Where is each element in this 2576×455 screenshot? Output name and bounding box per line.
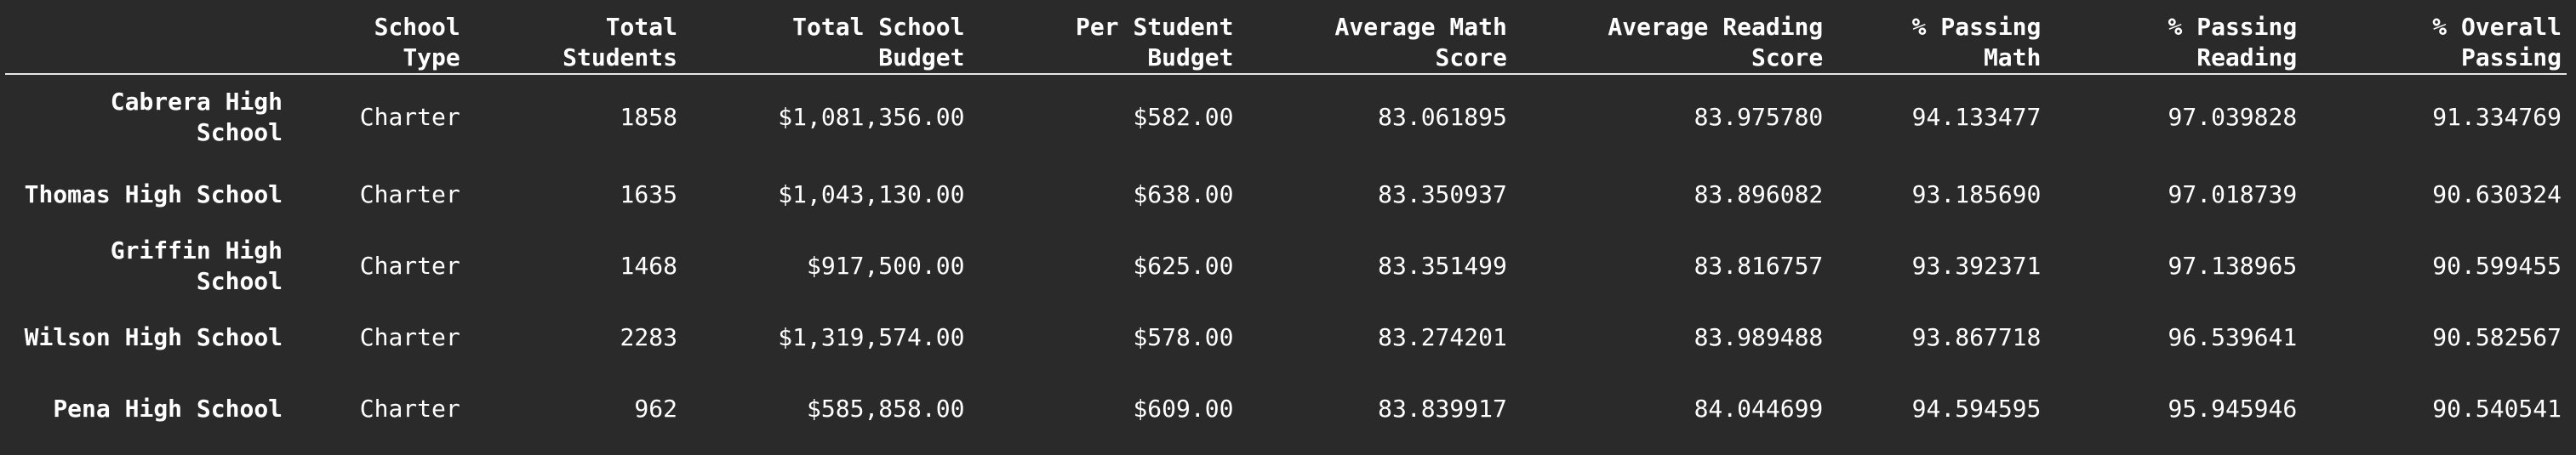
table-cell: 2283: [620, 323, 677, 351]
table-cell: Charter: [359, 323, 460, 351]
table-cell: 84.044699: [1694, 395, 1824, 423]
table-cell: Charter: [359, 395, 460, 423]
table-cell: 1635: [620, 180, 677, 208]
school-name-line: Thomas High School: [24, 180, 283, 208]
school-summary-table: School Type Total Students Total School Budge…: [5, 12, 2567, 445]
table-cell: 90.540541: [2432, 395, 2562, 423]
table-cell: 83.975780: [1694, 102, 1824, 131]
column-header: % Passing Reading: [2046, 12, 2302, 74]
table-cell: 83.351499: [1378, 252, 1507, 280]
table-cell: 83.816757: [1694, 252, 1824, 280]
table-cell: 97.018739: [2168, 180, 2298, 208]
table-cell: 83.896082: [1694, 180, 1824, 208]
table-body: Cabrera High School Charter 1858 $1,081,356.…: [5, 74, 2567, 445]
column-header-line: Score: [1751, 43, 1824, 71]
table-row: Wilson High School Charter 2283 $1,319,574.…: [5, 302, 2567, 373]
table-cell: $1,319,574.00: [778, 323, 965, 351]
table-cell: 83.350937: [1378, 180, 1507, 208]
table-cell: 94.594595: [1911, 395, 2042, 423]
table-cell: $917,500.00: [807, 252, 965, 280]
column-header-line: Average Reading: [1608, 13, 1824, 41]
row-index-school-name: Thomas High School: [5, 159, 288, 230]
table-cell: $585,858.00: [807, 395, 965, 423]
table-cell: 93.185690: [1911, 180, 2042, 208]
table-cell: $1,081,356.00: [778, 102, 965, 131]
column-header-line: School: [374, 13, 460, 41]
index-header: [5, 12, 288, 74]
school-name-line: Cabrera High: [110, 87, 283, 116]
table-cell: 91.334769: [2432, 102, 2562, 131]
column-header-line: Type: [403, 43, 460, 71]
header-row: School Type Total Students Total School Budge…: [5, 12, 2567, 74]
table-cell: 93.392371: [1911, 252, 2042, 280]
table-cell: 94.133477: [1911, 102, 2042, 131]
table-row: Griffin High School Charter 1468 $917,500.00…: [5, 230, 2567, 302]
table-cell: 90.630324: [2432, 180, 2562, 208]
school-name-line: School: [196, 117, 283, 146]
table-row: Cabrera High School Charter 1858 $1,081,356.…: [5, 74, 2567, 159]
table-cell: Charter: [359, 180, 460, 208]
table-cell: $578.00: [1133, 323, 1234, 351]
column-header: Per Student Budget: [969, 12, 1238, 74]
table-cell: 93.867718: [1911, 323, 2042, 351]
column-header: Total Students: [466, 12, 683, 74]
column-header: % Passing Math: [1828, 12, 2046, 74]
table-header: School Type Total Students Total School Budge…: [5, 12, 2567, 74]
school-name-line: Wilson High School: [24, 323, 283, 351]
table-cell: 83.989488: [1694, 323, 1824, 351]
column-header-line: Per Student: [1076, 13, 1234, 41]
table-row: Thomas High School Charter 1635 $1,043,130.…: [5, 159, 2567, 230]
column-header: Average Reading Score: [1512, 12, 1828, 74]
column-header-line: % Passing: [2168, 13, 2298, 41]
table-cell: 90.582567: [2432, 323, 2562, 351]
row-index-school-name: Griffin High School: [5, 230, 288, 302]
column-header-line: Students: [563, 43, 677, 71]
table-cell: Charter: [359, 252, 460, 280]
column-header: School Type: [288, 12, 466, 74]
column-header-line: Score: [1435, 43, 1507, 71]
table-cell: $1,043,130.00: [778, 180, 965, 208]
table-cell: 83.274201: [1378, 323, 1507, 351]
table-cell: 1468: [620, 252, 677, 280]
table-cell: 1858: [620, 102, 677, 131]
column-header: Total School Budget: [683, 12, 969, 74]
column-header-line: Total School: [792, 13, 965, 41]
column-header-line: Reading: [2196, 43, 2298, 71]
table-cell: 83.061895: [1378, 102, 1507, 131]
table-cell: 90.599455: [2432, 252, 2562, 280]
table-cell: $582.00: [1133, 102, 1234, 131]
column-header: Average Math Score: [1238, 12, 1511, 74]
column-header-line: Total: [605, 13, 677, 41]
table-cell: 95.945946: [2168, 395, 2298, 423]
column-header-line: Average Math: [1334, 13, 1507, 41]
column-header-line: % Passing: [1911, 13, 2042, 41]
school-name-line: Pena High School: [53, 395, 283, 423]
column-header-line: Budget: [1147, 43, 1234, 71]
table-cell: 96.539641: [2168, 323, 2298, 351]
table-row: Pena High School Charter 962 $585,858.00 $60…: [5, 373, 2567, 445]
column-header-line: Passing: [2460, 43, 2562, 71]
table-cell: 83.839917: [1378, 395, 1507, 423]
table-cell: 962: [634, 395, 677, 423]
row-index-school-name: Cabrera High School: [5, 74, 288, 159]
table-cell: $638.00: [1133, 180, 1234, 208]
row-index-school-name: Pena High School: [5, 373, 288, 445]
table-cell: 97.039828: [2168, 102, 2298, 131]
school-name-line: Griffin High: [110, 236, 283, 264]
row-index-school-name: Wilson High School: [5, 302, 288, 373]
school-name-line: School: [196, 267, 283, 295]
table-cell: 97.138965: [2168, 252, 2298, 280]
column-header-line: Math: [1983, 43, 2042, 71]
column-header-line: Budget: [878, 43, 965, 71]
column-header-line: % Overall: [2432, 13, 2562, 41]
table-cell: $625.00: [1133, 252, 1234, 280]
table-cell: Charter: [359, 102, 460, 131]
column-header: % Overall Passing: [2302, 12, 2567, 74]
table-cell: $609.00: [1133, 395, 1234, 423]
